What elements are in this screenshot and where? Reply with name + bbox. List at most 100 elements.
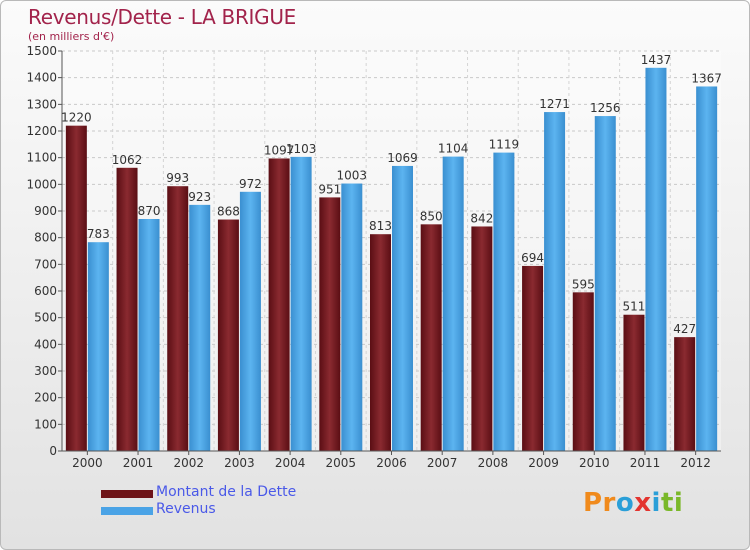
legend-swatch-revenus: [101, 507, 153, 515]
y-tick-label: 1400: [26, 71, 57, 85]
bar-revenus: [239, 191, 261, 452]
x-tick-label: 2004: [275, 456, 306, 470]
x-tick-label: 2011: [630, 456, 661, 470]
logo-part: ti: [660, 488, 684, 518]
data-label-debt: 813: [369, 219, 392, 233]
y-tick-label: 0: [49, 444, 57, 458]
x-tick-label: 2010: [579, 456, 610, 470]
data-label-revenus: 783: [87, 227, 110, 241]
data-label-revenus: 1119: [489, 138, 520, 152]
y-tick-label: 500: [34, 311, 57, 325]
bar-revenus: [138, 219, 160, 451]
x-tick-label: 2005: [326, 456, 357, 470]
x-tick-label: 2001: [123, 456, 154, 470]
y-tick-label: 300: [34, 364, 57, 378]
x-tick-label: 2006: [376, 456, 407, 470]
logo-part: o: [615, 488, 635, 518]
data-label-debt: 1220: [61, 111, 92, 125]
data-label-debt: 868: [217, 205, 240, 219]
y-tick-label: 200: [34, 391, 57, 405]
data-label-revenus: 1104: [438, 142, 469, 156]
y-tick-label: 400: [34, 337, 57, 351]
data-label-revenus: 1256: [590, 101, 621, 115]
bar-debt: [370, 234, 391, 451]
y-tick-label: 600: [34, 284, 57, 298]
bar-debt: [623, 314, 645, 451]
y-tick-label: 1300: [26, 97, 57, 111]
x-tick-label: 2002: [173, 456, 204, 470]
bar-debt: [217, 219, 239, 451]
bar-revenus: [442, 156, 464, 451]
bar-revenus: [341, 183, 363, 452]
grid-lines: [62, 50, 721, 452]
plot-area: [62, 51, 721, 451]
data-label-revenus: 870: [138, 204, 161, 218]
bars: [65, 67, 718, 452]
data-label-revenus: 1069: [387, 151, 418, 165]
logo-part: Pr: [583, 488, 616, 518]
x-tick-label: 2009: [528, 456, 559, 470]
data-label-revenus: 1271: [539, 97, 570, 111]
data-label-debt: 951: [318, 182, 341, 196]
chart-subtitle: (en milliers d'€): [28, 30, 115, 43]
y-tick-label: 900: [34, 204, 57, 218]
bar-chart: 0 100 200 300 400 500 600 700 800 900 1000 1100 1200…: [26, 44, 722, 470]
data-label-debt: 850: [420, 209, 443, 223]
bar-debt: [471, 226, 493, 451]
axes: 0 100 200 300 400 500 600 700 800 900 1000 1100 1200…: [26, 44, 721, 470]
data-label-debt: 511: [623, 300, 646, 314]
data-label-revenus: 1437: [641, 53, 672, 67]
data-label-debt: 1097: [264, 143, 295, 157]
data-label-revenus: 972: [239, 177, 262, 191]
y-tick-label: 1000: [26, 177, 57, 191]
bar-revenus: [290, 156, 312, 451]
bar-debt: [268, 158, 290, 451]
data-label-debt: 993: [166, 171, 189, 185]
y-tick-label: 1500: [26, 44, 57, 58]
legend-swatch-debt: [101, 490, 153, 498]
bar-revenus: [594, 116, 616, 452]
data-label-revenus: 1103: [286, 142, 317, 156]
data-label-revenus: 923: [188, 190, 211, 204]
data-label-debt: 694: [521, 251, 544, 265]
bar-debt: [116, 167, 138, 452]
data-label-revenus: 1003: [337, 169, 368, 183]
bar-revenus: [493, 152, 515, 451]
proxiti-logo: Proxiti: [583, 488, 683, 518]
data-label-debt: 595: [572, 277, 595, 291]
bar-debt: [319, 197, 341, 451]
y-tick-label: 800: [34, 231, 57, 245]
x-tick-label: 2007: [427, 456, 458, 470]
bar-revenus: [189, 204, 211, 451]
bar-revenus: [696, 86, 718, 451]
x-tick-label: 2012: [680, 456, 711, 470]
data-label-debt: 427: [673, 322, 696, 336]
data-label-revenus: 1367: [691, 71, 722, 85]
data-label-debt: 842: [470, 211, 493, 225]
bar-debt: [572, 292, 594, 451]
bar-revenus: [87, 242, 109, 451]
y-tick-label: 700: [34, 257, 57, 271]
bar-debt: [65, 125, 87, 452]
y-tick-label: 1200: [26, 124, 57, 138]
logo-part: x: [634, 488, 652, 518]
chart-title: Revenus/Dette - LA BRIGUE: [28, 5, 297, 29]
x-tick-label: 2000: [72, 456, 103, 470]
bar-debt: [522, 265, 544, 451]
legend-label-revenus: Revenus: [156, 501, 216, 517]
y-tick-label: 1100: [26, 151, 57, 165]
bar-debt: [674, 337, 696, 451]
legend-label-debt: Montant de la Dette: [156, 484, 297, 500]
bar-revenus: [392, 165, 413, 451]
bar-revenus: [645, 67, 667, 452]
data-label-debt: 1062: [112, 153, 143, 167]
logo-part: i: [651, 488, 661, 518]
bar-debt: [167, 186, 189, 451]
bar-debt: [420, 224, 442, 451]
x-tick-label: 2003: [224, 456, 255, 470]
y-tick-label: 100: [34, 417, 57, 431]
bar-revenus: [544, 112, 566, 452]
x-tick-label: 2008: [478, 456, 509, 470]
